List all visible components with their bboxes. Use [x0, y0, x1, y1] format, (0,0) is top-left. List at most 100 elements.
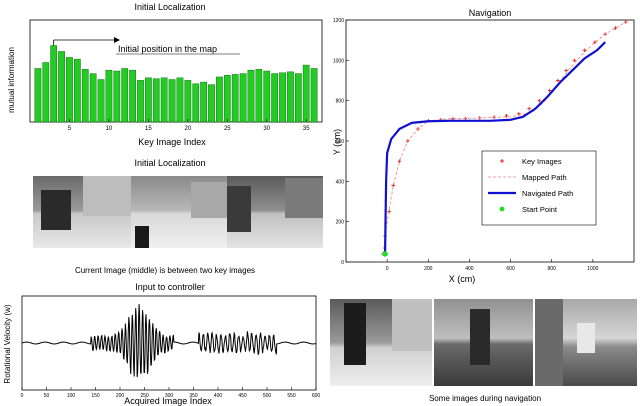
navigation-chart: 0 200 400 600 800 1000 0 200 400 600 800 1000 1200 Ke… — [332, 18, 635, 284]
bar-chart: 5 10 15 20 25 30 35 mutual information Key Ima… — [7, 19, 323, 147]
bar — [208, 84, 215, 123]
controller-xtick-label: 0 — [21, 393, 24, 399]
key-image-marker — [572, 58, 577, 63]
bar — [239, 73, 247, 123]
controller-xtick-label: 350 — [189, 393, 198, 399]
bar — [34, 68, 42, 123]
bar-chart-xtick-label: 30 — [263, 126, 270, 132]
bar — [160, 77, 168, 123]
navigation-xtick-label: 0 — [386, 266, 389, 272]
navigation-legend — [481, 150, 597, 226]
navigation-ytick-label: 200 — [336, 220, 345, 226]
navigation-image-2 — [434, 299, 533, 386]
navigation-images-caption: Some images during navigation — [428, 394, 542, 403]
bar-chart-xtick-label: 20 — [184, 126, 191, 132]
bar — [255, 69, 263, 123]
bar — [263, 70, 271, 123]
key-image-marker — [527, 106, 531, 111]
bar — [129, 69, 136, 123]
bar-chart-title: Initial Localization — [134, 2, 206, 12]
controller-chart-title: Input to controller — [135, 282, 205, 292]
bar — [50, 45, 58, 123]
navigation-image-3 — [535, 299, 637, 386]
bar — [121, 68, 129, 123]
navigation-xtick-label: 600 — [506, 266, 515, 272]
start-point-marker — [382, 251, 388, 257]
bar-chart-annotation: Initial position in the map — [118, 44, 217, 54]
bar-chart-xtick-label: 25 — [224, 126, 231, 132]
bar — [168, 79, 176, 123]
bar — [89, 73, 97, 123]
bar-chart-xtick-label: 35 — [303, 126, 310, 132]
localization-image-strip — [33, 176, 323, 248]
navigation-ytick-label: 600 — [336, 139, 345, 145]
bar — [66, 57, 73, 123]
navigation-chart-ylabel: Y (cm) — [332, 129, 342, 155]
bar — [176, 77, 184, 123]
bar — [97, 79, 105, 123]
bar — [105, 69, 113, 123]
controller-xtick-label: 100 — [67, 393, 76, 399]
rotational-velocity-line — [21, 303, 317, 378]
key-image-marker — [582, 48, 587, 53]
controller-chart-xlabel: Acquired Image Index — [124, 396, 212, 406]
navigation-xtick-label: 200 — [424, 266, 433, 272]
key-image-marker — [537, 98, 542, 103]
bar — [145, 77, 152, 123]
controller-chart: 0 50 100 150 200 250 300 350 400 450 500 550 600 Rot… — [3, 295, 321, 406]
legend-label: Start Point — [522, 205, 558, 214]
controller-xtick-label: 200 — [116, 393, 125, 399]
bar — [279, 72, 286, 123]
navigation-ytick-label: 0 — [341, 260, 344, 266]
bar-chart-ylabel: mutual information — [7, 47, 16, 113]
mapped-path-line — [382, 21, 626, 254]
key-image-marker — [504, 113, 509, 118]
navigation-image-1 — [330, 299, 432, 386]
navigation-xtick-label: 400 — [465, 266, 474, 272]
current-image-middle — [131, 176, 227, 248]
controller-xtick-label: 250 — [140, 393, 149, 399]
legend-label: Mapped Path — [522, 173, 567, 182]
initial-localization-caption: Initial Localization — [134, 158, 206, 168]
key-image-marker — [556, 78, 560, 83]
navigation-ytick-label: 800 — [336, 99, 345, 105]
key-image-marker — [547, 88, 552, 93]
current-image-note: Current Image (middle) is between two ke… — [74, 266, 256, 275]
bar — [73, 58, 81, 123]
key-image-marker — [613, 26, 618, 30]
key-image-left — [33, 176, 131, 248]
navigated-path-line — [383, 41, 606, 254]
bar — [192, 83, 200, 123]
bar-chart-xtick-label: 10 — [106, 126, 113, 132]
controller-xtick-label: 550 — [287, 393, 296, 399]
bar-chart-xtick-label: 5 — [68, 126, 72, 132]
bar — [271, 73, 279, 123]
bar — [223, 75, 231, 123]
key-image-marker — [397, 159, 402, 163]
navigation-ytick-label: 400 — [336, 179, 345, 185]
navigation-chart-title: Navigation — [468, 8, 512, 18]
bar — [294, 73, 302, 123]
legend-label: Navigated Path — [522, 189, 573, 198]
bar — [58, 51, 65, 123]
bar — [200, 81, 207, 123]
controller-xtick-label: 500 — [263, 393, 272, 399]
controller-xtick-label: 300 — [165, 393, 174, 399]
bar — [287, 71, 294, 123]
bar — [184, 80, 192, 123]
bar — [113, 70, 121, 123]
legend-label: Key Images — [522, 157, 562, 166]
bar-chart-frame — [29, 19, 323, 123]
navigation-xtick-label: 1000 — [587, 266, 598, 272]
controller-xtick-label: 600 — [312, 393, 321, 399]
controller-chart-ylabel: Rotational Velocity (w) — [3, 304, 12, 383]
key-image-marker — [564, 68, 568, 73]
bar-chart-xtick-label: 15 — [145, 126, 152, 132]
bar — [216, 76, 223, 123]
navigation-chart-frame — [345, 19, 635, 263]
bar-chart-xlabel: Key Image Index — [138, 137, 206, 147]
legend-swatch-key — [500, 159, 504, 163]
bar — [81, 69, 89, 123]
controller-xtick-label: 450 — [238, 393, 247, 399]
bar — [152, 78, 160, 123]
